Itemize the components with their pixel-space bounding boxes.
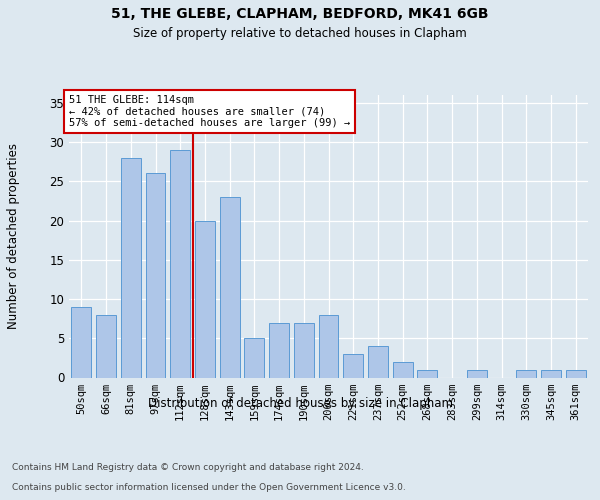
Bar (343, 354, 363, 378)
Bar (195, 220, 215, 378)
Bar (393, 362, 413, 378)
Bar (220, 197, 239, 378)
Bar (269, 322, 289, 378)
Bar (541, 370, 561, 378)
Bar (319, 314, 338, 378)
Text: Contains public sector information licensed under the Open Government Licence v3: Contains public sector information licen… (12, 484, 406, 492)
Bar (170, 150, 190, 378)
Bar (467, 370, 487, 378)
Bar (418, 370, 437, 378)
Text: Size of property relative to detached houses in Clapham: Size of property relative to detached ho… (133, 28, 467, 40)
Bar (71, 307, 91, 378)
Bar (244, 338, 264, 378)
Bar (566, 370, 586, 378)
Bar (146, 174, 166, 378)
Bar (96, 314, 116, 378)
Y-axis label: Number of detached properties: Number of detached properties (7, 143, 20, 329)
Bar (294, 322, 314, 378)
Bar (517, 370, 536, 378)
Text: Distribution of detached houses by size in Clapham: Distribution of detached houses by size … (148, 398, 452, 410)
Bar (368, 346, 388, 378)
Text: 51 THE GLEBE: 114sqm
← 42% of detached houses are smaller (74)
57% of semi-detac: 51 THE GLEBE: 114sqm ← 42% of detached h… (69, 95, 350, 128)
Text: 51, THE GLEBE, CLAPHAM, BEDFORD, MK41 6GB: 51, THE GLEBE, CLAPHAM, BEDFORD, MK41 6G… (111, 8, 489, 22)
Bar (121, 158, 140, 378)
Text: Contains HM Land Registry data © Crown copyright and database right 2024.: Contains HM Land Registry data © Crown c… (12, 464, 364, 472)
